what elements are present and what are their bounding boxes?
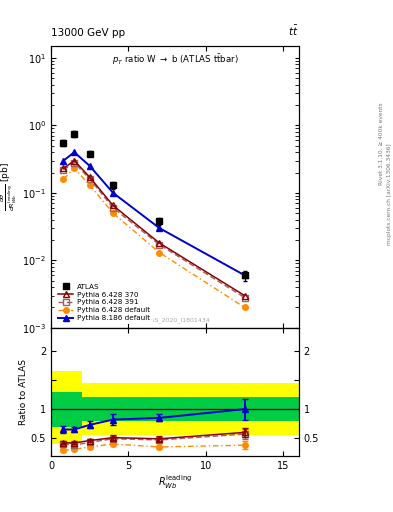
Y-axis label: Ratio to ATLAS: Ratio to ATLAS [19, 359, 28, 424]
Text: ATLAS_2020_I1801434: ATLAS_2020_I1801434 [140, 318, 210, 324]
Text: 13000 GeV pp: 13000 GeV pp [51, 28, 125, 38]
Legend: ATLAS, Pythia 6.428 370, Pythia 6.428 391, Pythia 6.428 default, Pythia 8.186 de: ATLAS, Pythia 6.428 370, Pythia 6.428 39… [55, 281, 153, 324]
Text: mcplots.cern.ch [arXiv:1306.3436]: mcplots.cern.ch [arXiv:1306.3436] [387, 144, 391, 245]
X-axis label: $R_{Wb}^{\rm leading}$: $R_{Wb}^{\rm leading}$ [158, 473, 192, 491]
Text: $p_T$ ratio W $\rightarrow$ b (ATLAS t$\bar{\rm t}$bar): $p_T$ ratio W $\rightarrow$ b (ATLAS t$\… [112, 52, 238, 67]
Y-axis label: $\frac{d\sigma}{dR_{Wb}^{\rm leading}}$ [pb]: $\frac{d\sigma}{dR_{Wb}^{\rm leading}}$ … [0, 162, 20, 211]
Text: $t\bar{t}$: $t\bar{t}$ [288, 24, 299, 38]
Text: Rivet 3.1.10, ≥ 400k events: Rivet 3.1.10, ≥ 400k events [379, 102, 384, 185]
